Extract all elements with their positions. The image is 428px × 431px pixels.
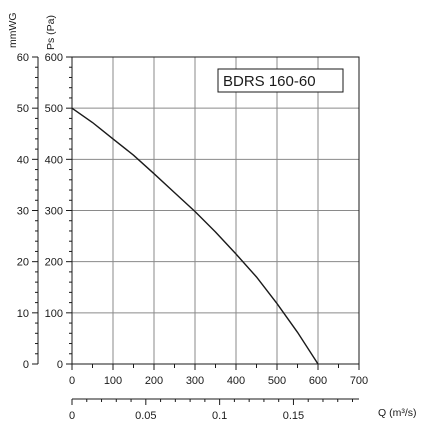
secondary-y-tick-label: 40 [17, 154, 29, 166]
primary-x-tick-label: 0 [69, 375, 75, 387]
secondary-x-tick-label: 0 [69, 410, 75, 422]
title-box-frame [217, 68, 344, 93]
primary-y-tick-label: 600 [45, 52, 63, 64]
series [71, 107, 319, 365]
chart-title-box: BDRS 160-60 [217, 68, 344, 93]
secondary-x-tick-label: 0.1 [212, 410, 227, 422]
secondary-y-tick-label: 50 [17, 103, 29, 115]
secondary-y-tick-label: 0 [23, 359, 29, 371]
secondary-y-tick-label: 60 [17, 52, 29, 64]
primary-x-tick-label: 400 [227, 375, 245, 387]
secondary-y-tick-label: 10 [17, 308, 29, 320]
chart-title: BDRS 160-60 [223, 73, 316, 90]
primary-x-tick-label: 600 [309, 375, 327, 387]
secondary-y-tick-label: 30 [17, 206, 29, 218]
secondary-y-axis-label: mmWG [7, 12, 19, 48]
primary-y-tick-label: 100 [45, 308, 63, 320]
primary-x-tick-label: 500 [268, 375, 286, 387]
secondary-y-tick-label: 20 [17, 257, 29, 269]
axes [32, 56, 360, 405]
performance-curve [71, 107, 319, 365]
primary-y-axis-label: Ps (Pa) [45, 15, 57, 50]
grid-lines [71, 56, 360, 365]
primary-y-tick-label: 300 [45, 206, 63, 218]
primary-y-tick-label: 200 [45, 257, 63, 269]
primary-x-tick-label: 300 [186, 375, 204, 387]
primary-x-tick-label: 700 [350, 375, 368, 387]
secondary-x-tick-label: 0.15 [283, 410, 304, 422]
primary-x-tick-label: 200 [145, 375, 163, 387]
primary-y-tick-label: 400 [45, 154, 63, 166]
primary-y-tick-label: 0 [57, 359, 63, 371]
secondary-x-tick-label: 0.05 [135, 410, 156, 422]
primary-y-tick-label: 500 [45, 103, 63, 115]
primary-x-tick-label: 100 [104, 375, 122, 387]
secondary-x-axis-label: Q (m³/s) [378, 407, 417, 419]
